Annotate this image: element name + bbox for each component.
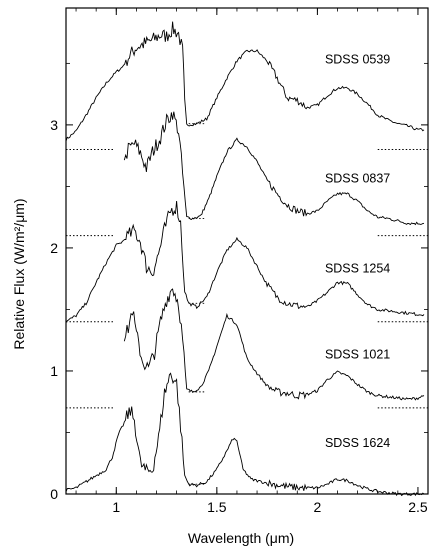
x-tick-label: 2.5: [408, 499, 428, 515]
series-label-3: SDSS 1254: [325, 262, 390, 276]
x-axis-label: Wavelength (μm): [188, 530, 294, 546]
series-label-4: SDSS 1021: [325, 348, 390, 362]
series-line-1: [65, 21, 425, 142]
series-line-4: [123, 288, 425, 401]
plot-area: [65, 7, 429, 495]
x-tick-label: 2: [313, 499, 321, 515]
series-labels: SDSS 0539 SDSS 0837 SDSS 1254 SDSS 1021 SDSS…: [325, 52, 390, 450]
y-tick-label: 3: [50, 117, 58, 133]
plot-frame: [65, 7, 429, 495]
y-tick-label: 0: [50, 486, 58, 502]
x-axis-ticks: 1 1.5 2 2.5: [75, 8, 428, 515]
series-line-3: [65, 201, 425, 323]
spectra-series: [65, 21, 425, 497]
y-tick-label: 2: [50, 240, 58, 256]
series-label-5: SDSS 1624: [325, 436, 390, 450]
y-axis-label: Relative Flux (W/m²/μm): [11, 198, 27, 349]
y-tick-label: 1: [50, 363, 58, 379]
x-tick-label: 1.5: [207, 499, 227, 515]
series-label-1: SDSS 0539: [325, 52, 390, 66]
series-line-2: [123, 111, 425, 226]
series-label-2: SDSS 0837: [325, 172, 390, 186]
y-axis-ticks: 0 1 2 3: [50, 62, 428, 502]
x-tick-label: 1: [112, 499, 120, 515]
zero-level-lines: [66, 123, 428, 485]
series-line-5: [65, 372, 425, 497]
